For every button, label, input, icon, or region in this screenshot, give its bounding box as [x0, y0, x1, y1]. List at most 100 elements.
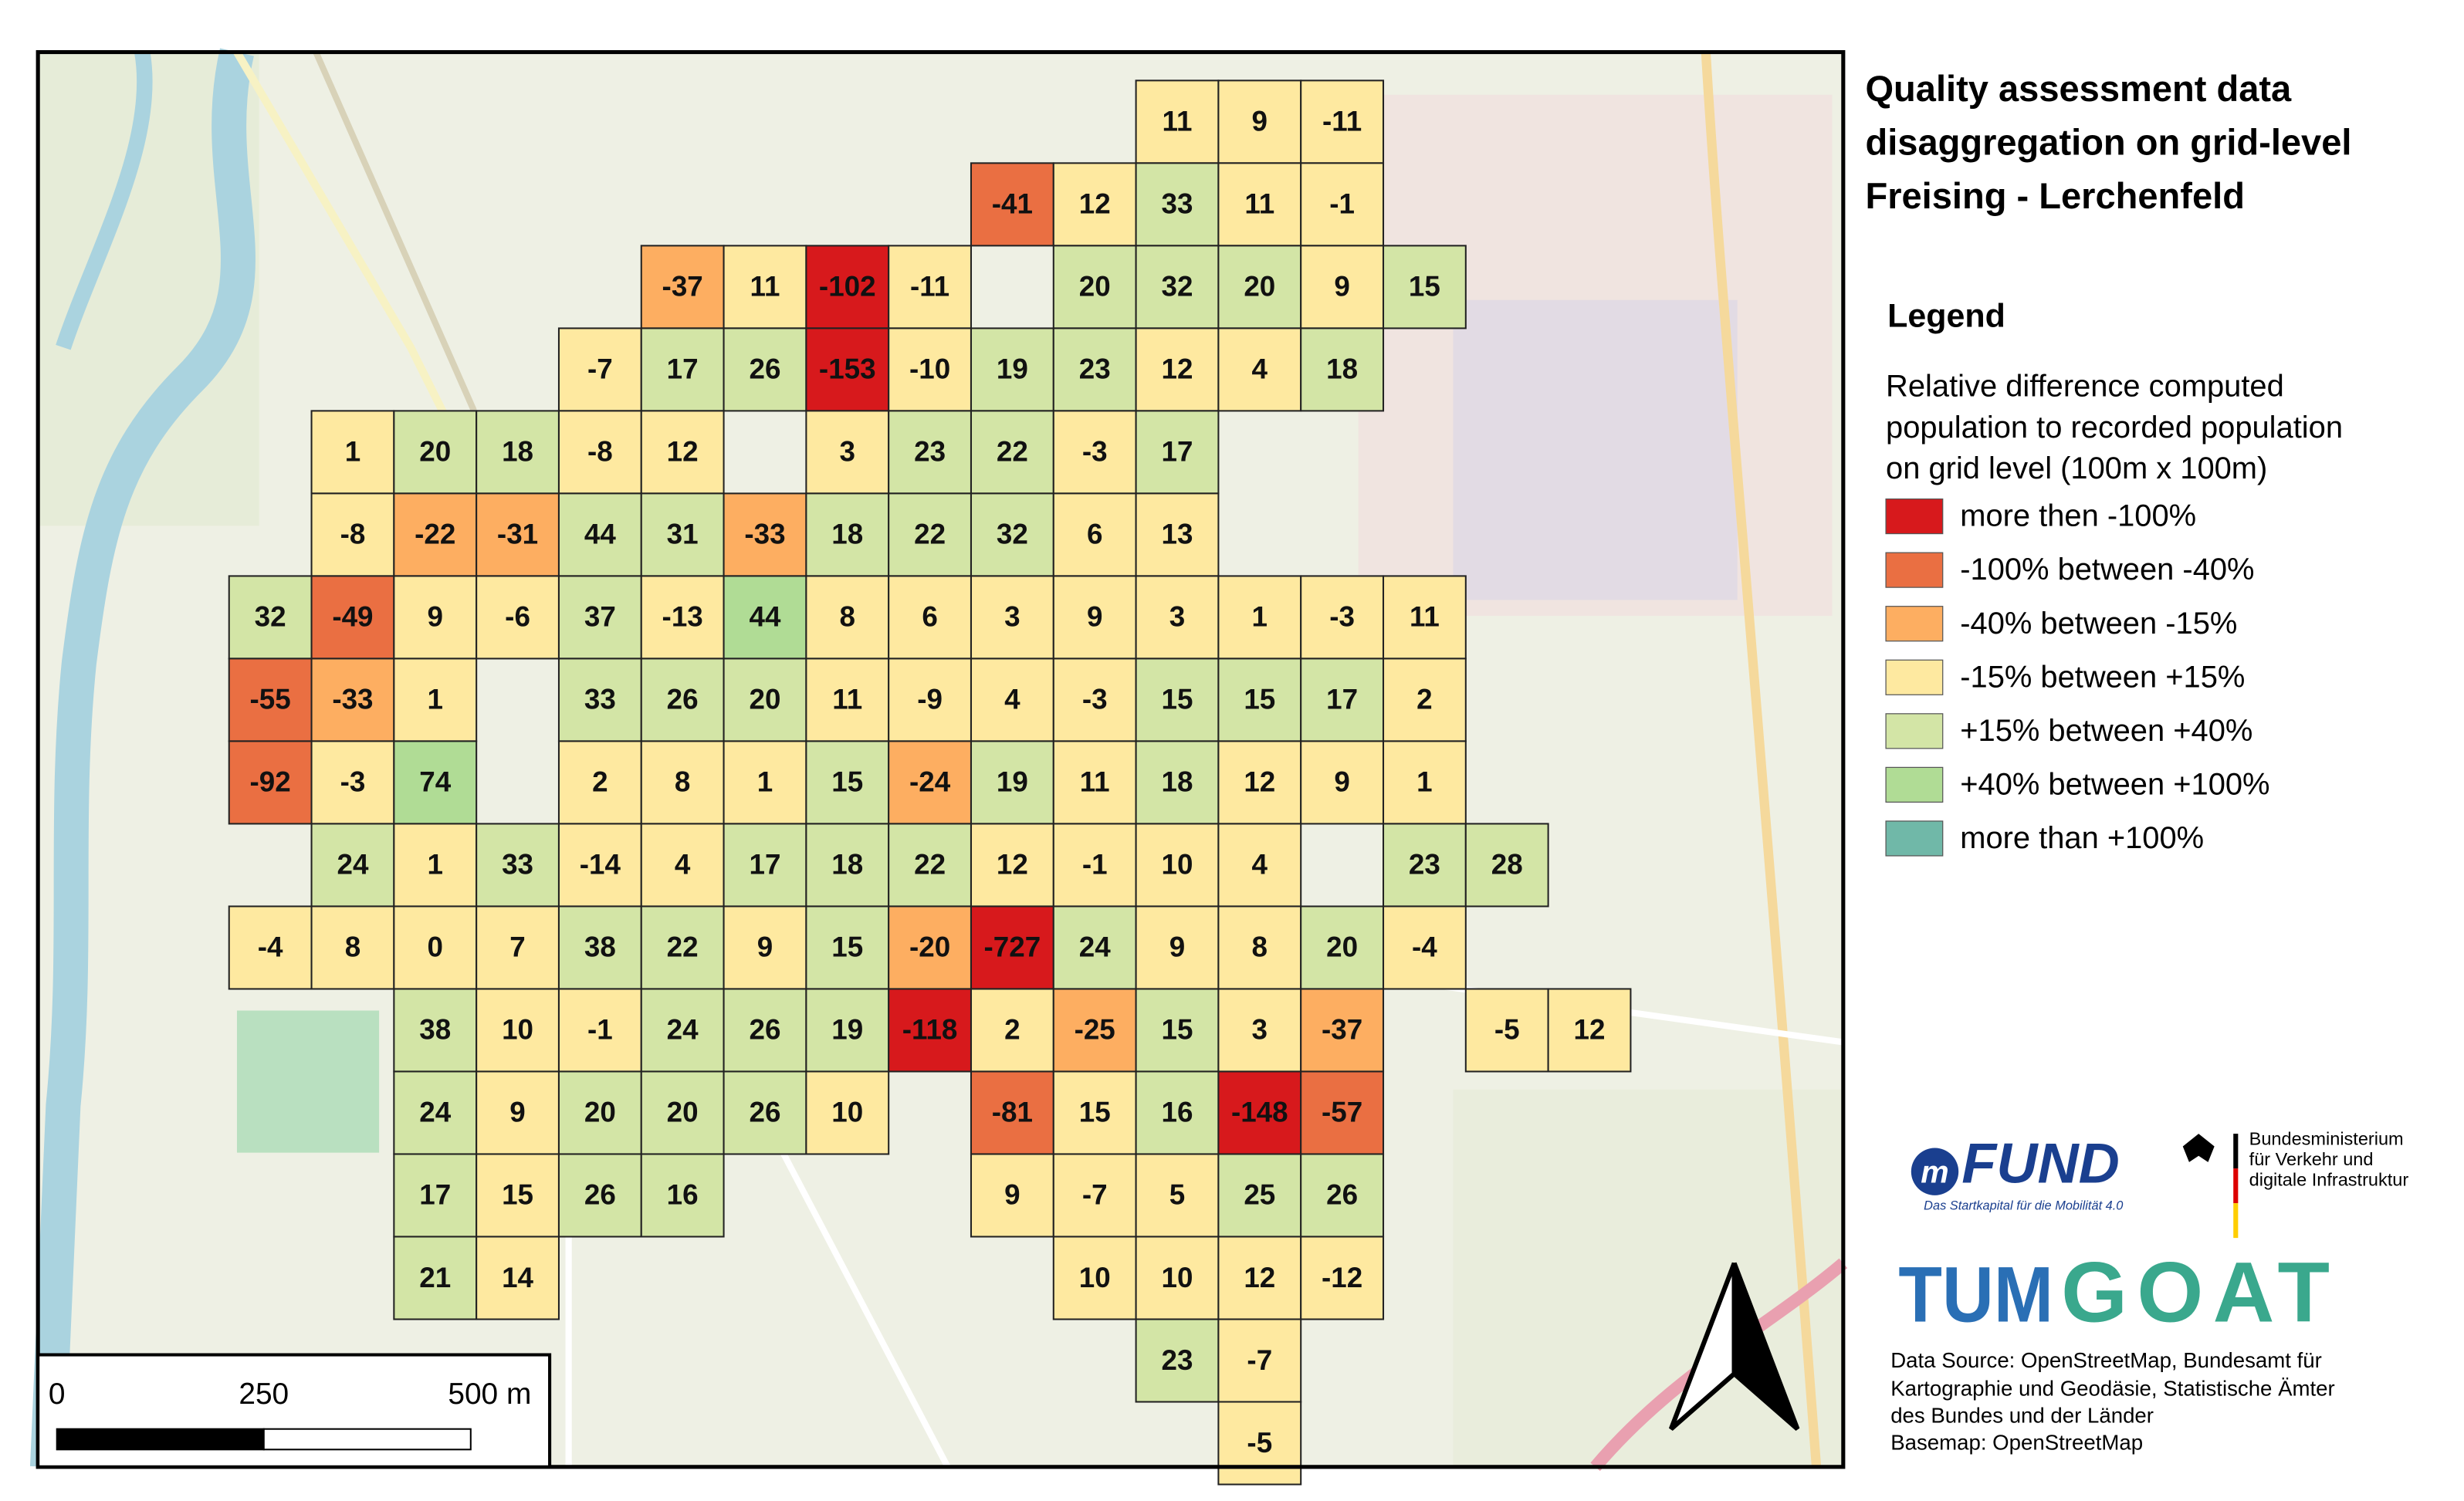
cell-value: 33: [1162, 188, 1193, 220]
grid-cell: [1464, 823, 1549, 908]
cell-value: 26: [749, 353, 780, 385]
cell-value: 15: [831, 931, 863, 963]
cell-value: 1: [345, 436, 360, 468]
cell-value: 23: [914, 436, 946, 468]
grid-cell: [640, 905, 725, 990]
cell-value: 32: [997, 519, 1028, 550]
cell-value: 23: [1409, 849, 1440, 881]
cell-value: -41: [992, 188, 1033, 220]
grid-cell: [228, 905, 313, 990]
cell-value: 3: [1252, 1014, 1268, 1046]
cell-value: 11: [1244, 188, 1274, 220]
grid-cell: [1217, 1318, 1302, 1403]
tum-logo: TUM: [1898, 1250, 2053, 1339]
sports-field: [236, 1010, 380, 1153]
grid-cell: [1052, 740, 1137, 825]
grid-cell: [476, 410, 560, 495]
cell-value: 24: [1079, 931, 1111, 963]
cell-value: 26: [749, 1014, 780, 1046]
grid-cell: [888, 575, 973, 660]
source-text: Kartographie und Geodäsie, Statistische …: [1890, 1377, 2335, 1401]
grid-cell: [476, 905, 560, 990]
grid-cell: [640, 1070, 725, 1155]
grid-cell: [723, 327, 807, 412]
grid-cell: [476, 1153, 560, 1238]
cell-value: 3: [840, 436, 855, 468]
cell-value: -11: [1322, 106, 1362, 137]
grid-cell: [476, 492, 560, 577]
cell-value: 26: [1326, 1179, 1358, 1211]
mfund-m: m: [1921, 1154, 1948, 1190]
grid-cell: [1217, 575, 1302, 660]
cell-value: 10: [831, 1097, 863, 1128]
cell-value: -14: [580, 849, 621, 881]
cell-value: -24: [909, 766, 951, 798]
legend-description: population to recorded population: [1886, 411, 2343, 445]
cell-value: 8: [675, 766, 690, 798]
grid-cell: [888, 658, 973, 742]
grid-cell: [805, 658, 890, 742]
cell-value: 15: [1162, 684, 1193, 715]
cell-value: 15: [502, 1179, 533, 1211]
cell-value: 1: [1416, 766, 1432, 798]
street: [755, 1104, 951, 1469]
cell-value: 38: [419, 1014, 451, 1046]
cell-value: -1: [1329, 188, 1355, 220]
cell-value: 22: [997, 436, 1028, 468]
cell-value: 3: [1169, 601, 1185, 633]
grid-cell: [557, 1070, 642, 1155]
grid-cell: [970, 162, 1054, 247]
scale-label: 250: [239, 1378, 289, 1411]
cell-value: 26: [667, 684, 699, 715]
cell-value: -10: [909, 353, 950, 385]
cell-value: 9: [1252, 106, 1268, 137]
cell-value: 17: [667, 353, 699, 385]
cell-value: 1: [428, 849, 443, 881]
legend-heading: Legend: [1887, 298, 2005, 335]
cell-value: 11: [1163, 106, 1193, 137]
legend-label: +15% between +40%: [1960, 714, 2252, 748]
cell-value: 8: [345, 931, 360, 963]
ministry-text: für Verkehr und: [2249, 1149, 2374, 1169]
grid-cell: [1135, 327, 1220, 412]
cell-value: -33: [332, 684, 373, 715]
scale-label: 500 m: [448, 1378, 531, 1411]
grid-cell: [970, 740, 1054, 825]
cell-value: 9: [1334, 766, 1349, 798]
grid-cell: [1217, 658, 1302, 742]
grid-cell: [970, 1070, 1054, 1155]
grid-cell: [1217, 1153, 1302, 1238]
legend-swatch: [1885, 498, 1944, 535]
grid-cell: [640, 327, 725, 412]
river: [29, 48, 256, 1468]
cell-value: 4: [1252, 849, 1268, 881]
grid-cell: [970, 492, 1054, 577]
cell-value: 24: [419, 1097, 451, 1128]
cell-value: 17: [419, 1179, 451, 1211]
grid-cell: [1135, 988, 1220, 1073]
cell-value: 11: [1080, 766, 1110, 798]
grid-cell: [310, 492, 395, 577]
grid-cell: [557, 740, 642, 825]
title-line: disaggregation on grid-level: [1865, 122, 2351, 163]
grid-cell: [640, 1153, 725, 1238]
cell-value: 8: [840, 601, 855, 633]
cell-value: -118: [902, 1014, 958, 1046]
grid-cell: [557, 905, 642, 990]
grid-cell: [1135, 492, 1220, 577]
cell-value: 16: [1162, 1097, 1193, 1128]
cell-value: -25: [1075, 1014, 1115, 1046]
grid-cell: [970, 327, 1054, 412]
grid-cell: [1135, 410, 1220, 495]
cell-value: -57: [1322, 1097, 1362, 1128]
grid-cell: [1300, 1153, 1385, 1238]
grid-cell: [970, 1153, 1054, 1238]
cell-value: 18: [831, 519, 863, 550]
cell-value: 12: [1574, 1014, 1606, 1046]
cell-value: 25: [1244, 1179, 1275, 1211]
mfund-tagline: Das Startkapital für die Mobilität 4.0: [1924, 1198, 2123, 1212]
goat-logo: GOAT: [2061, 1246, 2339, 1340]
grid-cell: [1052, 1070, 1137, 1155]
grid-cell: [228, 575, 313, 660]
